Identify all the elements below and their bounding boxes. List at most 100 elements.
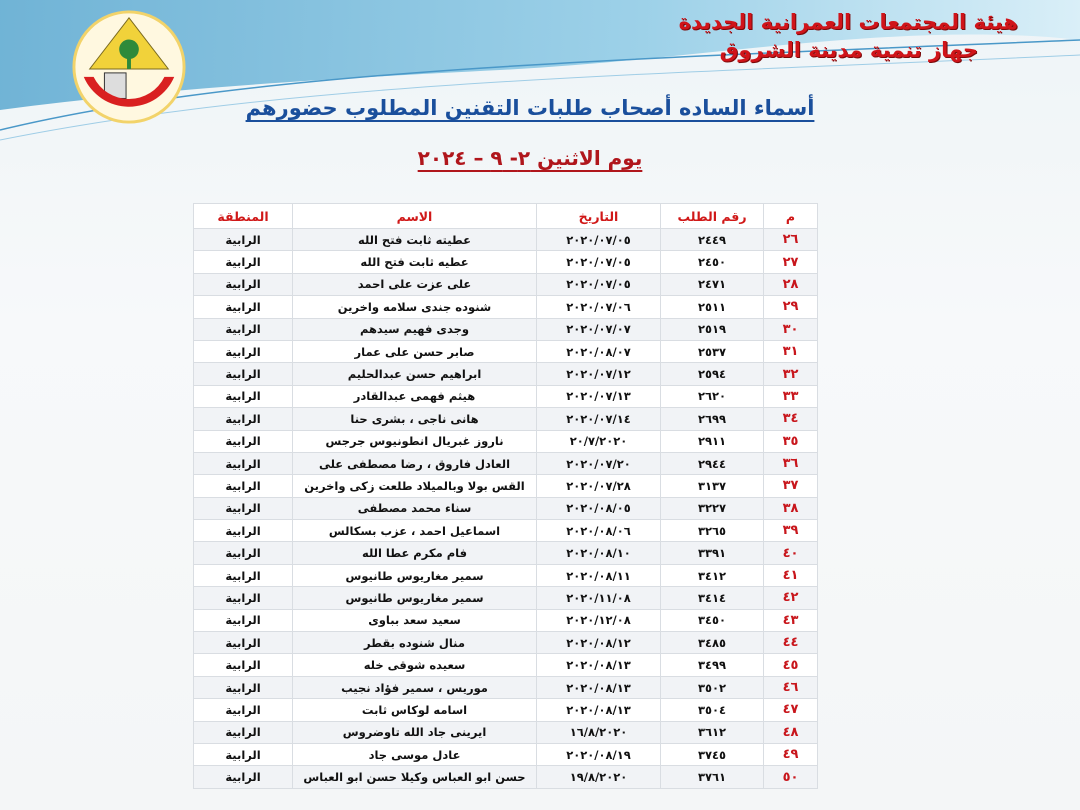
cell-date: ٢٠٢٠/٠٧/١٣ [536,384,661,409]
cell-index: ٣١ [763,339,818,364]
cell-date: ٢٠٢٠/٠٧/٠٦ [536,295,661,319]
cell-request-number: ٢٤٥٠ [660,250,764,274]
cell-area: الرابية [193,227,293,252]
cell-request-number: ٢٦٩٩ [660,407,764,431]
cell-date: ١٩/٨/٢٠٢٠ [536,765,661,789]
cell-area: الرابية [193,384,293,409]
cell-request-number: ٢٥٩٤ [660,362,764,386]
table-row: ٥٠ ٣٧٦١ ١٩/٨/٢٠٢٠ حسن ابو العباس وكيلا حسن … [193,765,818,789]
table-row: ٣٤ ٢٦٩٩ ٢٠٢٠/٠٧/١٤ هانى ناجى ، بشرى حنا الرا… [193,407,818,431]
cell-index: ٢٦ [763,227,818,252]
table-body: ٢٦ ٢٤٤٩ ٢٠٢٠/٠٧/٠٥ عطيته ثابت فتح الله الراب… [193,227,818,789]
cell-name: سناء محمد مصطفى [292,496,537,521]
cell-index: ٣٣ [763,384,818,409]
cell-name: عطيه ثابت فتح الله [292,250,537,274]
cell-name: شنوده جندى سلامه واخرين [292,295,537,319]
cell-request-number: ٣٥٠٤ [660,698,764,722]
cell-date: ٢٠٢٠/٠٧/٠٥ [536,272,661,297]
cell-request-number: ٣٤٩٩ [660,653,764,677]
cell-date: ٢٠٢٠/١١/٠٨ [536,586,661,610]
date-value: ٢٠٢٠/٠٧/٠٥ [566,255,631,270]
cell-date: ٢٠٢٠/٠٨/٠٥ [536,496,661,521]
cell-name: ناروز غبريال انطونيوس جرجس [292,429,537,453]
table-row: ٢٨ ٢٤٧١ ٢٠٢٠/٠٧/٠٥ على عزت على احمد الرابية [193,272,818,297]
cell-request-number: ٣٧٦١ [660,765,764,789]
cell-index: ٤٧ [763,698,818,722]
cell-request-number: ٣٤١٤ [660,586,764,610]
date-value: ٢٠٢٠/٠٧/٢٨ [566,478,631,493]
date-value: ٢٠٢٠/٠٧/١٤ [566,411,631,426]
cell-date: ٢٠٢٠/٠٨/١٢ [536,631,661,655]
cell-area: الرابية [193,765,293,789]
col-header-request-number: رقم الطلب [660,203,764,229]
table-row: ٣٥ ٢٩١١ ٢٠/٧/٢٠٢٠ ناروز غبريال انطونيوس جرج… [193,429,818,453]
table-row: ٤٢ ٣٤١٤ ٢٠٢٠/١١/٠٨ سمير مغاريوس طانيوس الراب… [193,586,818,610]
cell-area: الرابية [193,563,293,588]
date-value: ٢٠٢٠/٠٨/٠٧ [566,344,631,359]
date-value: ٢٠٢٠/٠٨/١٣ [566,680,631,695]
date-value: ٢٠٢٠/٠٧/٢٠ [566,456,631,471]
applicants-table: م رقم الطلب التاريخ الاسم المنطقة ٢٦ ٢٤٤٩… [193,203,818,789]
cell-area: الرابية [193,586,293,610]
cell-area: الرابية [193,474,293,498]
cell-area: الرابية [193,496,293,521]
cell-request-number: ٢٦٢٠ [660,384,764,409]
date-value: ٢٠٢٠/٠٨/١٢ [566,635,631,650]
cell-index: ٤١ [763,563,818,588]
cell-date: ٢٠/٧/٢٠٢٠ [536,429,661,453]
cell-index: ٤٩ [763,742,818,767]
cell-index: ٣٩ [763,519,818,543]
cell-name: منال شنوده بقطر [292,631,537,655]
cell-request-number: ٣٣٩١ [660,541,764,565]
cell-date: ٢٠٢٠/٠٨/٠٦ [536,519,661,543]
table-row: ٤٠ ٣٣٩١ ٢٠٢٠/٠٨/١٠ فام مكرم عطا الله الرابية [193,541,818,565]
cell-area: الرابية [193,653,293,677]
cell-area: الرابية [193,250,293,274]
date-value: ٢٠٢٠/٠٨/١٠ [566,546,631,561]
cell-date: ٢٠٢٠/٠٧/٢٨ [536,474,661,498]
cell-date: ٢٠٢٠/٠٧/١٤ [536,407,661,431]
table-row: ٣٣ ٢٦٢٠ ٢٠٢٠/٠٧/١٣ هيثم فهمى عبدالقادر الراب… [193,384,818,409]
cell-index: ٤٢ [763,586,818,610]
cell-request-number: ٣٦١٢ [660,720,764,744]
cell-request-number: ٣٤١٢ [660,563,764,588]
date-value: ٢٠٢٠/٠٨/١١ [566,568,631,583]
cell-index: ٤٨ [763,720,818,744]
date-value: ١٩/٨/٢٠٢٠ [569,770,628,785]
cell-name: وجدى فهيم سيدهم [292,317,537,341]
cell-date: ٢٠٢٠/٠٨/١٣ [536,698,661,722]
cell-name: موريس ، سمير فؤاد نجيب [292,675,537,700]
cell-date: ٢٠٢٠/٠٨/١١ [536,563,661,588]
cell-name: حسن ابو العباس وكيلا حسن ابو العباس [292,765,537,789]
cell-index: ٣٤ [763,407,818,431]
date-value: ٢٠٢٠/٠٧/١٢ [566,367,631,382]
col-header-name: الاسم [292,203,537,229]
cell-area: الرابية [193,317,293,341]
cell-index: ٤٦ [763,675,818,700]
cell-area: الرابية [193,720,293,744]
date-value: ٢٠٢٠/٠٨/١٣ [566,702,631,717]
cell-date: ٢٠٢٠/٠٨/١٣ [536,675,661,700]
organization-name: هيئة المجتمعات العمرانية الجديدة جهاز تن… [679,8,1018,64]
date-value: ٢٠٢٠/٠٧/١٣ [566,389,631,404]
org-line-1: هيئة المجتمعات العمرانية الجديدة [678,10,1018,34]
cell-request-number: ٣٢٦٥ [660,519,764,543]
cell-request-number: ٣١٣٧ [660,474,764,498]
table-row: ٤٨ ٣٦١٢ ١٦/٨/٢٠٢٠ ايرينى جاد الله تاوضروس ال… [193,720,818,744]
date-value: ٢٠٢٠/١٢/٠٨ [566,613,631,628]
cell-date: ٢٠٢٠/٠٧/٠٥ [536,227,661,252]
table-row: ٣٦ ٢٩٤٤ ٢٠٢٠/٠٧/٢٠ العادل فاروق ، رضا مصطفى… [193,451,818,476]
cell-date: ٢٠٢٠/٠٨/١٩ [536,742,661,767]
cell-request-number: ٢٤٤٩ [660,227,764,252]
cell-date: ٢٠٢٠/٠٧/١٢ [536,362,661,386]
cell-index: ٤٣ [763,608,818,633]
date-value: ٢٠٢٠/٠٧/٠٥ [566,277,631,292]
session-date: يوم الاثنين ٢- ٩ – ٢٠٢٤ [417,146,643,170]
table-row: ٤٧ ٣٥٠٤ ٢٠٢٠/٠٨/١٣ اسامه لوكاس ثابت الرابية [193,698,818,722]
cell-index: ٢٧ [763,250,818,274]
table-row: ٣٨ ٣٢٢٧ ٢٠٢٠/٠٨/٠٥ سناء محمد مصطفى الرابية [193,496,818,521]
date-value: ١٦/٨/٢٠٢٠ [569,725,628,740]
cell-request-number: ٣٧٤٥ [660,742,764,767]
cell-date: ٢٠٢٠/٠٨/١٣ [536,653,661,677]
cell-request-number: ٣٤٨٥ [660,631,764,655]
